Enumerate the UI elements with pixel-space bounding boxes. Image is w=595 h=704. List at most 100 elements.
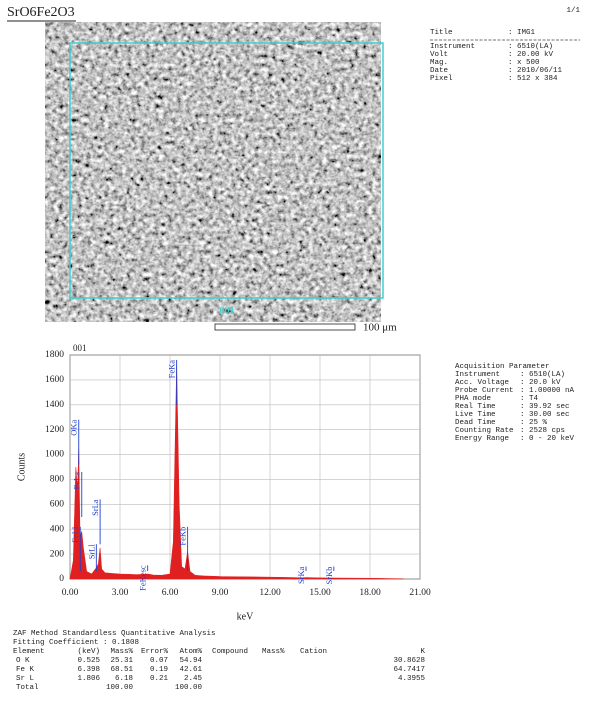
table-cell: 100.00 [106,684,134,692]
x-tick-label: 6.00 [162,588,179,598]
chart-title: 001 [73,343,87,353]
info-value: : 2010/06/11 [508,67,563,75]
region-label: 001 [220,305,235,316]
peak-label: FeKa [167,360,177,379]
table-cell: 0.07 [150,657,168,665]
acq-value: : 1.00000 nA [520,387,575,395]
x-tick-label: 3.00 [112,588,129,598]
acq-value: : T4 [520,395,539,403]
info-label: Title [430,29,453,37]
table-cell: 0.21 [150,675,169,683]
x-tick-label: 0.00 [62,588,79,598]
plot-area [70,355,420,579]
table-cell: 6.398 [77,666,100,674]
table-cell: 68.51 [110,666,133,674]
acq-value: : 25 % [520,419,548,427]
x-tick-label: 15.00 [309,588,331,598]
peak-label: SrKb [324,567,334,585]
acq-label: Real Time [455,403,496,411]
method-line: ZAF Method Standardless Quantitative Ana… [13,630,216,638]
table-cell: Mass% [262,648,285,656]
info-value: : 512 x 384 [508,75,558,83]
table-cell: 64.7417 [393,666,425,674]
x-tick-label: 21.00 [409,588,431,598]
peak-label: SrKa [296,566,306,584]
table-cell: 25.31 [110,657,133,665]
table-cell: 54.94 [179,657,202,665]
info-label: Date [430,67,448,75]
table-cell: Atom% [179,648,202,656]
table-cell: 0.525 [77,657,100,665]
table-cell: Compound [212,648,248,656]
table-cell: Sr L [16,675,35,683]
table-cell: 6.18 [115,675,133,683]
report-title: SrO6Fe2O3 [7,5,75,20]
table-cell: Fe K [16,666,35,674]
info-value: : 20.00 kV [508,51,554,59]
y-axis-label: Counts [16,453,27,481]
sem-image [45,22,381,322]
fitting-line: Fitting Coefficient : 0.1808 [13,639,139,647]
table-cell: 0.19 [150,666,168,674]
y-tick-label: 1200 [45,425,64,435]
acq-label: Probe Current [455,387,514,395]
table-cell: Element [13,648,45,656]
info-label: Pixel [430,75,453,83]
page-number: 1/1 [566,7,580,15]
table-cell: (keV) [77,648,100,656]
x-tick-label: 9.00 [212,588,229,598]
info-label: Mag. [430,59,448,67]
x-tick-label: 12.00 [259,588,281,598]
acq-label: PHA mode [455,395,491,403]
info-value: : IMG1 [508,29,536,37]
table-cell: Error% [141,648,169,656]
y-tick-label: 0 [59,574,64,584]
y-tick-label: 600 [50,500,65,510]
acq-value: : 30.00 sec [520,411,570,419]
acq-label: Counting Rate [455,427,514,435]
table-cell: Total [16,684,39,692]
acq-label: Acc. Voltage [455,379,509,387]
table-cell: 30.8628 [393,657,425,665]
y-tick-label: 1400 [45,400,64,410]
x-tick-label: 18.00 [359,588,381,598]
table-cell: 42.61 [179,666,202,674]
y-tick-label: 400 [50,524,65,534]
y-tick-label: 1800 [45,350,64,360]
y-tick-label: 1600 [45,375,64,385]
page: SrO6Fe2O3 1/1 001 100 μm 001 keV Counts … [0,0,595,704]
acq-value: : 6510(LA) [520,371,565,379]
acq-label: Energy Range [455,435,509,443]
table-cell: 100.00 [175,684,203,692]
table-cell: Cation [300,648,327,656]
acquisition-title: Acquisition Parameter [455,363,550,371]
acq-label: Dead Time [455,419,496,427]
peak-label: OKa [69,419,79,435]
peak-label: FeLl [70,526,80,543]
acq-label: Live Time [455,411,496,419]
acq-value: : 20.0 kV [520,379,561,387]
table-cell: 1.806 [77,675,100,683]
acq-value: : 0 - 20 keV [520,435,575,443]
table-cell: Mass% [110,648,133,656]
info-value: : x 500 [508,59,540,67]
info-label: Volt [430,51,448,59]
scale-bar [215,324,355,330]
table-cell: K [420,648,425,656]
acq-value: : 39.92 sec [520,403,570,411]
acq-label: Instrument [455,371,500,379]
report: SrO6Fe2O3 1/1 001 100 μm 001 keV Counts … [0,0,595,704]
y-tick-label: 800 [50,475,65,485]
scale-label: 100 μm [363,322,397,334]
y-tick-label: 200 [50,549,65,559]
y-tick-label: 1000 [45,450,64,460]
table-cell: 2.45 [184,675,203,683]
peak-label: SrLl [86,544,96,560]
info-value: : 6510(LA) [508,43,553,51]
table-cell: 4.3955 [398,675,426,683]
acq-value: : 2528 cps [520,427,565,435]
x-axis-label: keV [237,611,254,622]
peak-label: FeKesc [138,565,148,591]
table-cell: O K [16,657,30,665]
peak-label: FeKb [178,527,188,546]
